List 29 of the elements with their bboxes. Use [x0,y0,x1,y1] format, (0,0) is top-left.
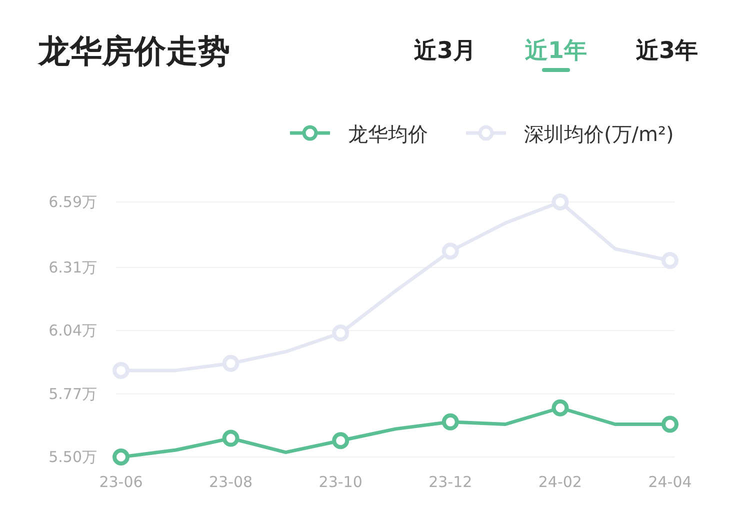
point [332,324,350,342]
point [222,354,240,372]
y-tick-label: 6.31万 [48,258,97,277]
chart-title: 龙华房价走势 [37,32,230,70]
point [442,242,459,260]
y-tick-label: 6.04万 [48,322,97,340]
x-tick-label: 23-12 [428,473,472,491]
y-tick-label: 6.59万 [48,193,97,211]
x-tick-label: 23-10 [318,473,362,491]
text: 近1年 [524,38,588,64]
point [442,413,459,430]
x-tick-label: 23-06 [99,473,143,491]
text: 近3月 [412,38,476,64]
legend-label: 深圳均价(万/m²) [524,122,674,146]
point [112,448,130,466]
point [552,194,569,210]
point [662,252,678,269]
x-tick-label: 24-04 [648,473,692,491]
point [662,416,678,433]
x-tick-label: 23-08 [209,473,253,491]
point [552,399,569,416]
text: 近3年 [634,38,698,64]
point [112,362,130,379]
y-tick-label: 5.77万 [48,384,97,403]
legend-label: 龙华均价 [348,122,428,146]
point [222,430,240,447]
point [332,432,350,450]
x-tick-label: 24-02 [538,473,582,491]
y-tick-label: 5.50万 [48,448,97,466]
